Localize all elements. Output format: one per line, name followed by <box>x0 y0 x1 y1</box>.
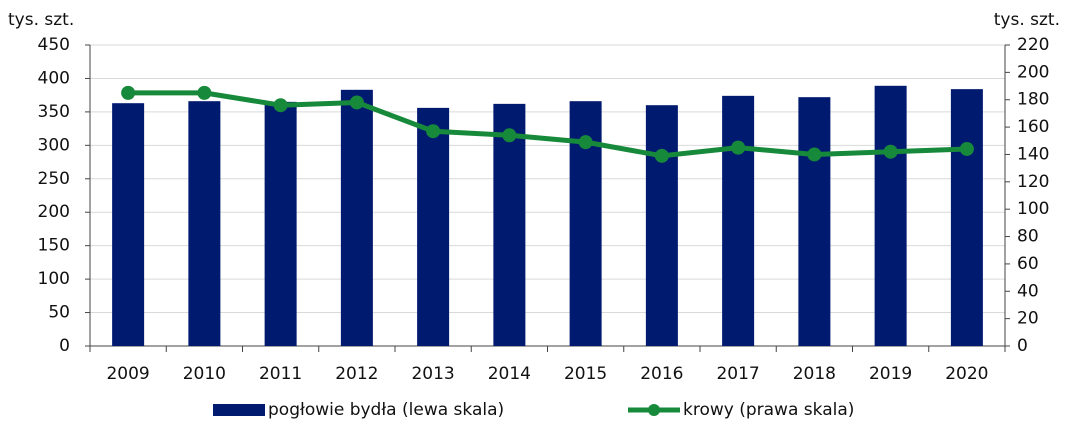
legend-label: pogłowie bydła (lewa skala) <box>268 400 504 420</box>
line-point <box>883 144 898 159</box>
bar <box>950 89 983 346</box>
x-tick-label: 2013 <box>411 364 454 384</box>
y2-tick-label: 180 <box>1017 90 1049 110</box>
y-tick-label: 0 <box>59 336 70 356</box>
line-point <box>426 124 441 139</box>
line-point <box>502 128 517 143</box>
line-point <box>197 85 212 100</box>
bar <box>493 103 526 347</box>
bar <box>264 101 297 346</box>
line-point <box>578 135 593 150</box>
legend-label: krowy (prawa skala) <box>683 400 854 420</box>
bar <box>645 105 678 346</box>
x-tick-label: 2009 <box>106 364 149 384</box>
y2-tick-label: 20 <box>1017 309 1039 329</box>
bar <box>188 101 221 346</box>
y-tick-label: 300 <box>38 135 70 155</box>
bar <box>874 85 907 347</box>
bar <box>340 89 373 346</box>
y-axis-label: tys. szt. <box>8 10 74 30</box>
y2-tick-label: 160 <box>1017 117 1049 137</box>
y2-tick-label: 40 <box>1017 281 1039 301</box>
bar <box>798 97 831 346</box>
x-tick-label: 2014 <box>488 364 531 384</box>
y2-tick-label: 60 <box>1017 254 1039 274</box>
y-tick-label: 100 <box>38 269 70 289</box>
y-tick-label: 450 <box>38 35 70 55</box>
y2-tick-label: 140 <box>1017 144 1049 164</box>
y2-tick-label: 0 <box>1017 336 1028 356</box>
x-tick-label: 2010 <box>183 364 226 384</box>
y2-tick-label: 120 <box>1017 172 1049 192</box>
x-tick-label: 2012 <box>335 364 378 384</box>
x-tick-label: 2015 <box>564 364 607 384</box>
x-tick-label: 2018 <box>793 364 836 384</box>
x-tick-label: 2019 <box>869 364 912 384</box>
line-point <box>959 141 974 156</box>
bar <box>722 95 755 346</box>
y-tick-label: 50 <box>48 303 70 323</box>
line-point <box>731 140 746 155</box>
x-tick-label: 2011 <box>259 364 302 384</box>
y-tick-label: 200 <box>38 202 70 222</box>
y2-axis-label: tys. szt. <box>994 10 1060 30</box>
legend-swatch <box>213 404 265 416</box>
line-point <box>654 148 669 163</box>
x-tick-label: 2020 <box>945 364 988 384</box>
bar <box>417 107 450 347</box>
y2-tick-label: 80 <box>1017 227 1039 247</box>
line-point <box>807 147 822 162</box>
y-tick-label: 350 <box>38 102 70 122</box>
y-tick-label: 250 <box>38 169 70 189</box>
line-point <box>273 98 288 113</box>
y-tick-label: 400 <box>38 68 70 88</box>
y-tick-label: 150 <box>38 236 70 256</box>
x-tick-label: 2017 <box>716 364 759 384</box>
line-point <box>349 95 364 110</box>
x-tick-label: 2016 <box>640 364 683 384</box>
line-point <box>121 85 136 100</box>
y2-tick-label: 200 <box>1017 62 1049 82</box>
legend-swatch <box>648 404 660 416</box>
y2-tick-label: 220 <box>1017 35 1049 55</box>
y2-tick-label: 100 <box>1017 199 1049 219</box>
line <box>128 90 967 159</box>
bar <box>112 103 145 347</box>
